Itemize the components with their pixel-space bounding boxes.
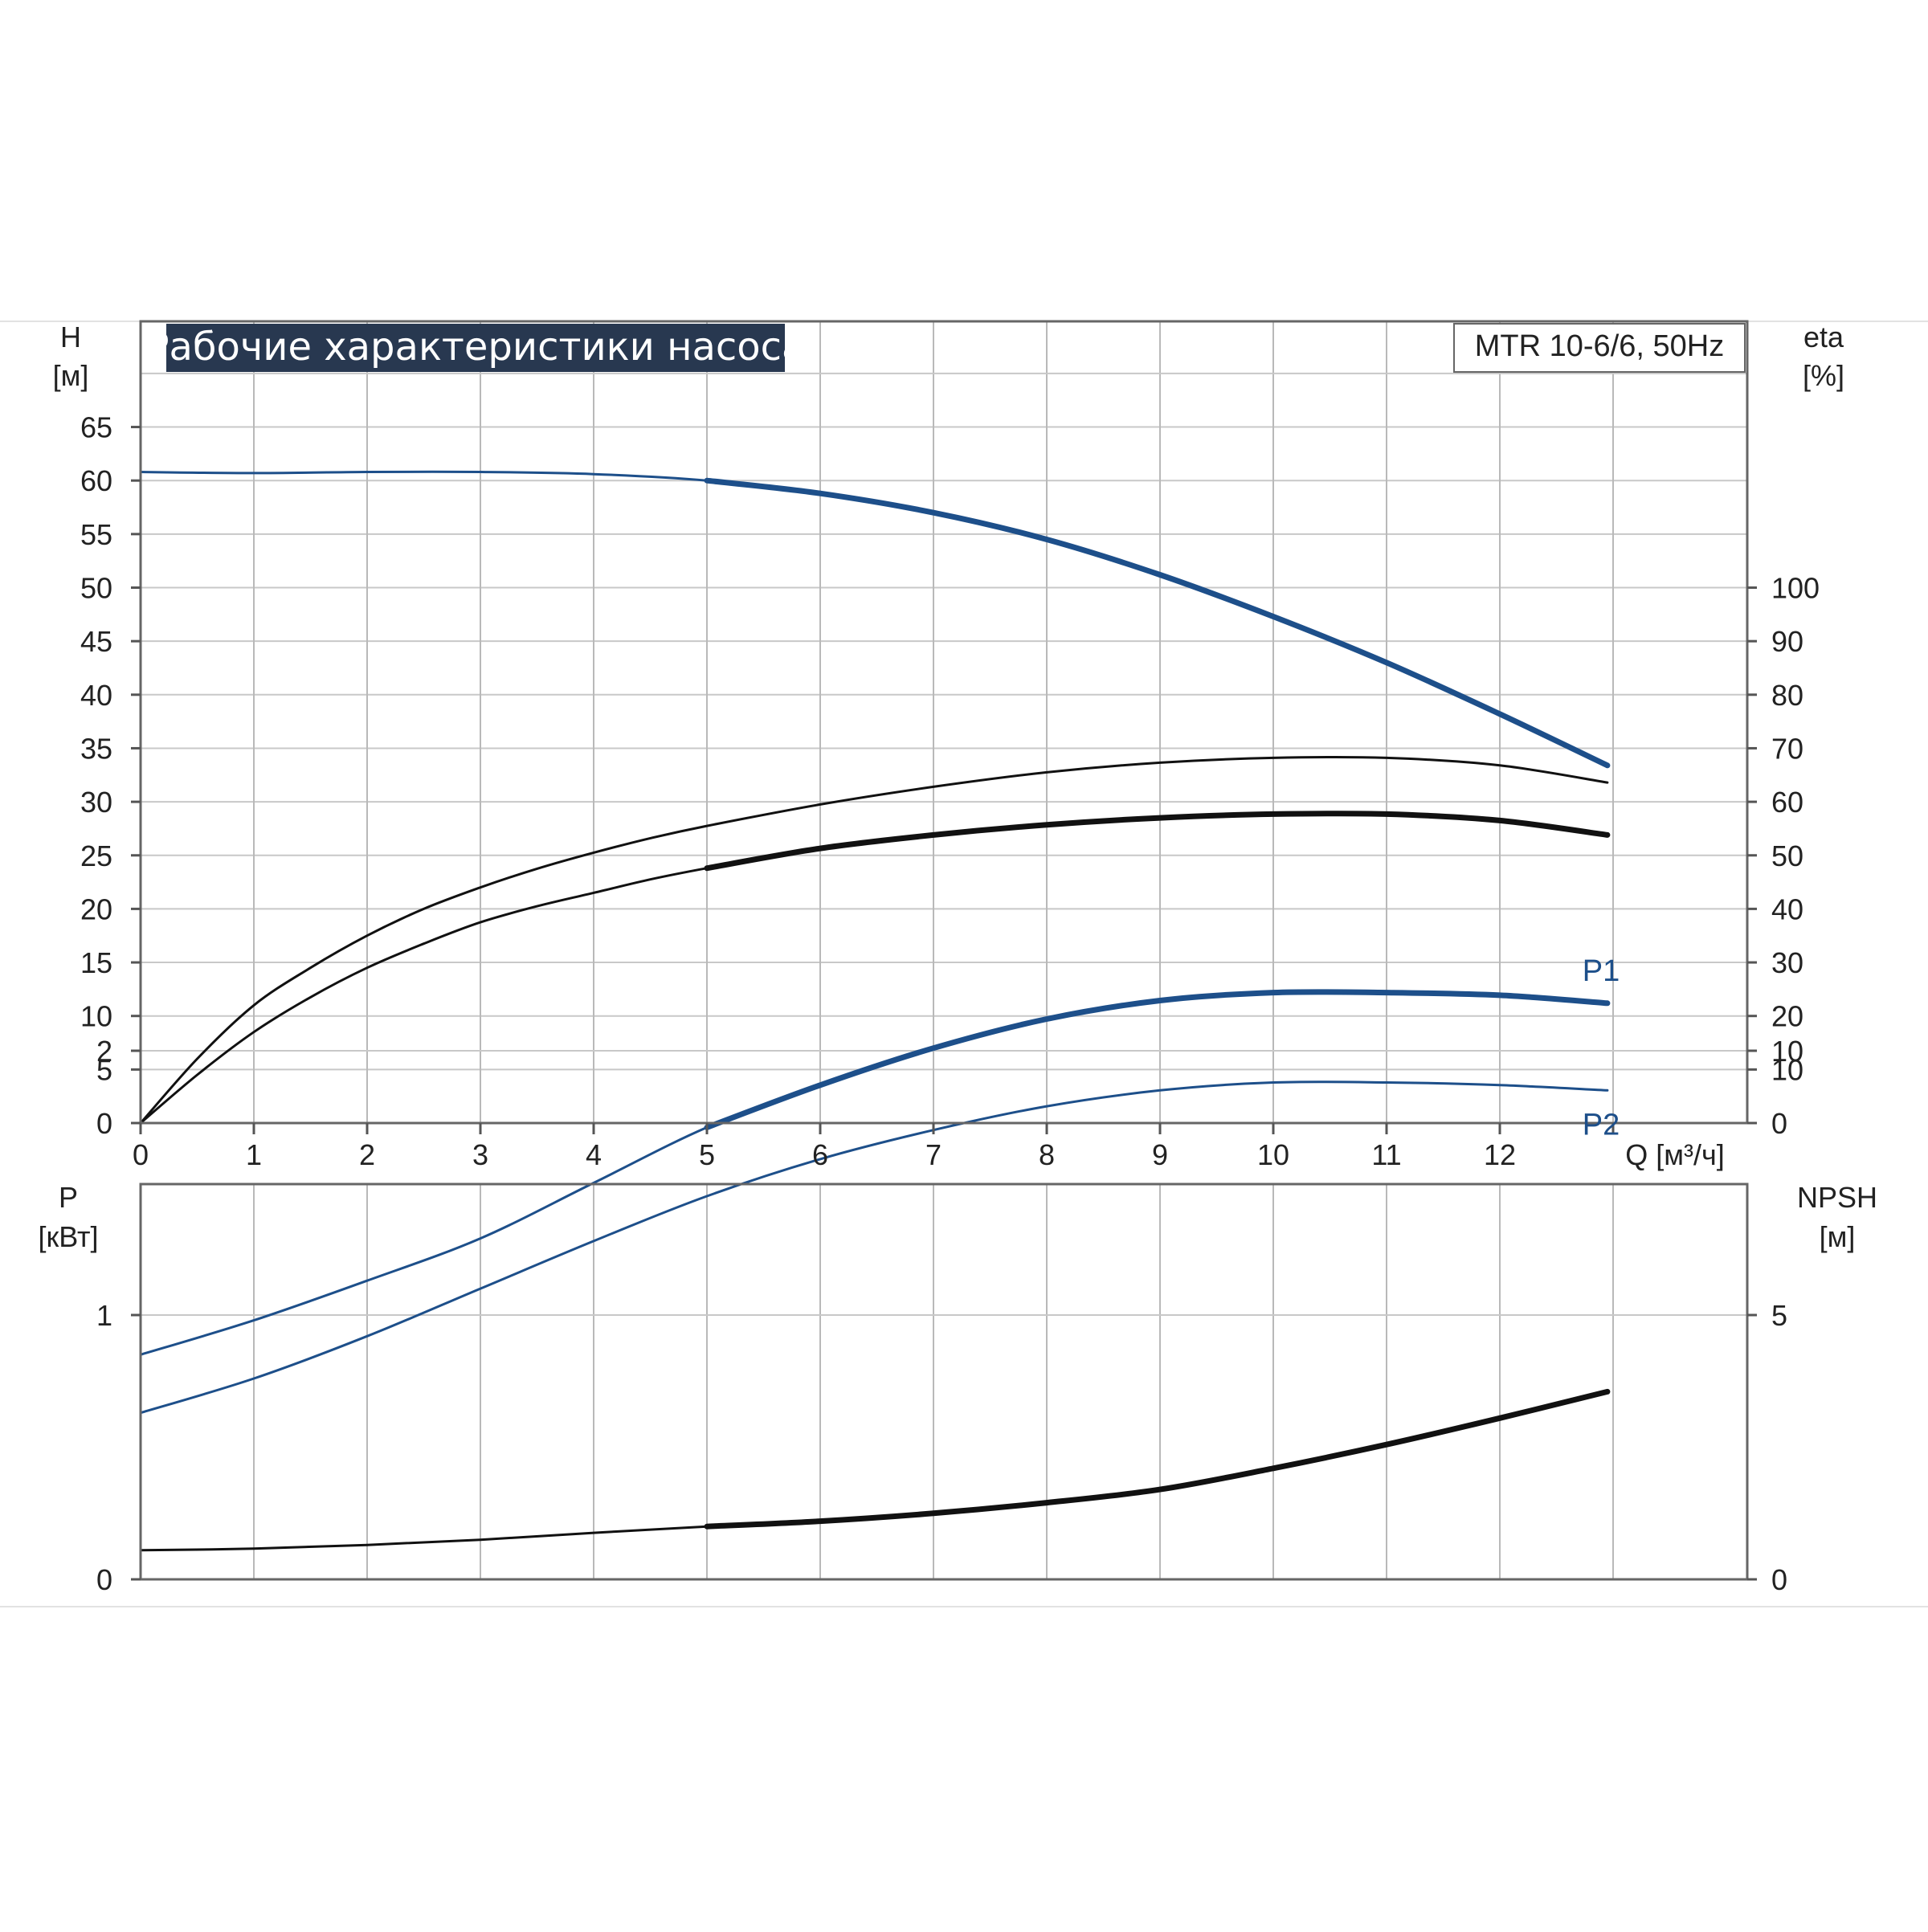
npsh-tick-label: 10 — [1771, 1035, 1803, 1068]
npsh-tick-label: 5 — [1771, 1299, 1787, 1332]
y-tick-label-left: 10 — [80, 1000, 112, 1033]
series-label-p1: P1 — [1583, 954, 1620, 988]
plot-frame-top — [139, 320, 1749, 1125]
y-tick-label-left: 5 — [96, 1053, 112, 1086]
npsh-axis-label: NPSH — [1797, 1181, 1877, 1214]
y-tick-label-right: 40 — [1771, 892, 1803, 925]
y-axis-unit-right: [%] — [1803, 359, 1844, 392]
power-p2-curve-thin — [139, 1080, 1609, 1415]
y-tick-label-left: 15 — [80, 946, 112, 979]
p-tick-label: 0 — [96, 1563, 112, 1596]
efficiency-pump-curve-thin — [139, 755, 1609, 1125]
y-tick-label-right: 50 — [1771, 839, 1803, 872]
x-tick-label: 10 — [1257, 1138, 1289, 1171]
y-tick-label-right: 10 — [1771, 1053, 1803, 1086]
x-tick-label: 5 — [699, 1138, 715, 1171]
x-tick-label: 6 — [812, 1138, 828, 1171]
x-tick-label: 8 — [1039, 1138, 1055, 1171]
y-tick-label-right: 60 — [1771, 786, 1803, 819]
npsh-curve-operating — [704, 1388, 1611, 1530]
title-box — [166, 324, 785, 372]
grid-layer — [0, 321, 1928, 1607]
y-tick-label-left: 55 — [80, 518, 112, 551]
y-tick-label-left: 35 — [80, 732, 112, 765]
chart-title: Рабочие характеристики насоса — [146, 325, 806, 370]
p-axis-label: P — [59, 1181, 78, 1214]
y-tick-label-left: 40 — [80, 679, 112, 712]
x-tick-label: 9 — [1152, 1138, 1168, 1171]
y-axis-unit-left: [м] — [53, 359, 89, 392]
y-tick-label-left: 50 — [80, 572, 112, 605]
power-p1-curve-thin — [139, 991, 1609, 1356]
x-axis-label: Q [м³/ч] — [1625, 1138, 1725, 1171]
npsh-axis-unit: [м] — [1820, 1220, 1856, 1253]
text-layer: 0510152025303540455055606501020304050607… — [38, 321, 1877, 1596]
y-tick-label-right: 70 — [1771, 732, 1803, 765]
power-p1-curve-operating — [704, 989, 1611, 1130]
x-tick-label: 1 — [246, 1138, 262, 1171]
y-tick-label-right: 30 — [1771, 946, 1803, 979]
head-curve-thin — [139, 470, 1609, 767]
y-axis-label-left: H — [60, 321, 81, 353]
y-tick-label-left: 25 — [80, 839, 112, 872]
x-tick-label: 0 — [133, 1138, 149, 1171]
series-label-p2: P2 — [1583, 1108, 1620, 1142]
y-tick-label-left: 20 — [80, 892, 112, 925]
frame-layer — [131, 320, 1757, 1581]
x-tick-label: 7 — [925, 1138, 942, 1171]
head-curve-operating — [704, 477, 1611, 769]
p-tick-label: 1 — [96, 1299, 112, 1332]
plot-frame-bottom — [139, 1182, 1749, 1581]
x-tick-label: 11 — [1371, 1138, 1401, 1171]
x-tick-label: 3 — [472, 1138, 488, 1171]
p-axis-unit: [кВт] — [38, 1220, 98, 1253]
npsh-tick-label: 0 — [1771, 1563, 1787, 1596]
efficiency-total-curve-thin — [139, 812, 1609, 1125]
y-tick-label-left: 0 — [96, 1107, 112, 1140]
x-tick-label: 4 — [586, 1138, 602, 1171]
p-tick-label: 2 — [96, 1035, 112, 1068]
y-tick-label-right: 90 — [1771, 625, 1803, 658]
model-label: MTR 10-6/6, 50Hz — [1475, 329, 1724, 363]
model-box — [1453, 323, 1746, 373]
y-axis-label-right: eta — [1803, 321, 1844, 353]
y-tick-label-left: 45 — [80, 625, 112, 658]
y-tick-label-left: 65 — [80, 411, 112, 444]
y-tick-label-left: 30 — [80, 786, 112, 819]
efficiency-total-curve-operating — [704, 811, 1611, 872]
y-tick-label-left: 60 — [80, 464, 112, 497]
y-tick-label-right: 80 — [1771, 679, 1803, 712]
y-tick-label-right: 20 — [1771, 1000, 1803, 1033]
y-tick-label-right: 0 — [1771, 1107, 1787, 1140]
npsh-curve-thin — [139, 1390, 1609, 1552]
x-tick-label: 12 — [1484, 1138, 1516, 1171]
y-tick-label-right: 100 — [1771, 572, 1820, 605]
x-tick-label: 2 — [359, 1138, 375, 1171]
series-layer — [139, 470, 1611, 1552]
